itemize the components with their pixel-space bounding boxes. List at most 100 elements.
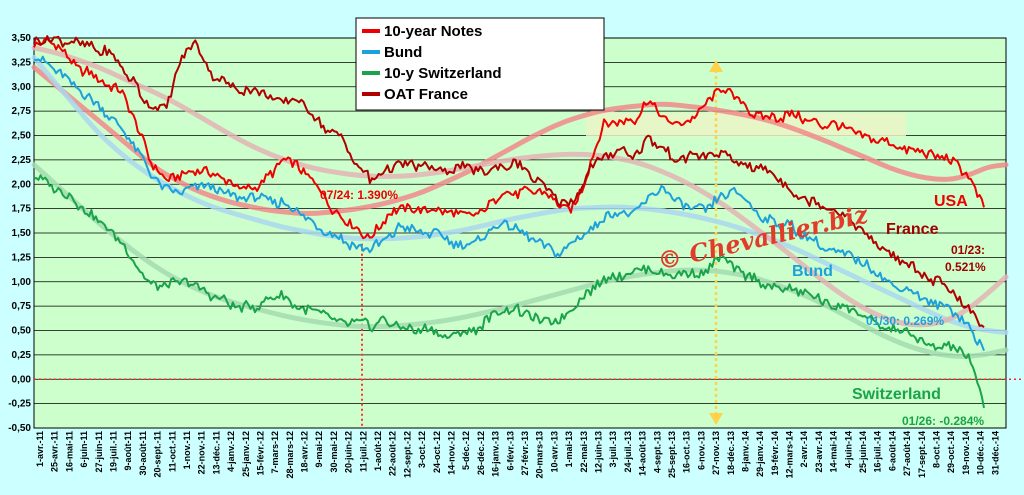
series-oat-france — [33, 35, 985, 328]
x-tick-label: 22-août-12 — [388, 431, 398, 476]
y-tick-label: 3,00 — [12, 82, 32, 93]
x-tick-label: 27-nov.-13 — [711, 431, 721, 475]
x-tick-label: 16-juil.-14 — [873, 431, 883, 473]
x-tick-label: 16-janv.-13 — [491, 431, 501, 477]
x-tick-label: 24-juil.-13 — [623, 431, 633, 473]
france-last-value: 0.521% — [945, 260, 986, 274]
x-tick-label: 6-févr.-13 — [505, 431, 515, 471]
x-tick-label: 5-déc.-12 — [461, 431, 471, 470]
x-tick-label: 25-sept.-13 — [667, 431, 677, 478]
x-tick-label: 30-mai-12 — [329, 431, 339, 473]
x-tick-label: 10-avr.-13 — [549, 431, 559, 473]
x-tick-label: 20-sept.-11 — [153, 431, 163, 478]
bund-label: Bund — [792, 263, 833, 280]
x-tick-label: 6-juin-11 — [79, 431, 89, 468]
y-tick-label: -0,50 — [8, 423, 31, 434]
x-tick-label: 17-sept.-14 — [917, 431, 927, 478]
x-tick-label: 25-juin-14 — [858, 431, 868, 473]
x-tick-label: 9-mai-12 — [314, 431, 324, 468]
series-bund — [33, 55, 985, 352]
x-tick-label: 1-nov.-11 — [182, 431, 192, 469]
x-tick-label: 19-juil.-11 — [108, 431, 118, 472]
x-tick-label: 27-févr.-13 — [520, 431, 530, 476]
peak-arrow-down — [709, 413, 723, 425]
x-tick-label: 12-sept.-12 — [402, 431, 412, 478]
x-tick-label: 3-juil.-13 — [608, 431, 618, 468]
x-tick-label: 12-juin-13 — [593, 431, 603, 473]
x-tick-label: 19-nov.-14 — [961, 431, 971, 475]
y-tick-label: 0,75 — [12, 301, 32, 312]
legend-label-10-year-notes: 10-year Notes — [384, 23, 482, 40]
x-tick-label: 16-mai-11 — [64, 431, 74, 472]
legend: 10-year Notes Bund 10-y Switzerland OAT Fra… — [355, 17, 605, 111]
x-tick-label: 18-déc.-13 — [726, 431, 736, 475]
x-tick-label: 29-janv.-14 — [755, 431, 765, 477]
x-tick-label: 28-mars-12 — [285, 431, 295, 479]
x-tick-label: 14-août-13 — [638, 431, 648, 476]
series-10-year-notes — [33, 37, 985, 240]
x-tick-label: 20-juin-12 — [344, 431, 354, 473]
y-tick-label: 1,00 — [12, 277, 32, 288]
trend-bund — [31, 55, 1009, 335]
x-tick-label: 20-mars-13 — [535, 431, 545, 479]
y-tick-label: 3,25 — [12, 57, 32, 68]
x-tick-label: 9-août-11 — [123, 431, 133, 471]
x-tick-label: 10-déc.-14 — [976, 431, 986, 475]
x-tick-label: 12-mars-14 — [785, 431, 795, 479]
y-tick-label: 2,25 — [12, 155, 32, 166]
trend-curves — [31, 45, 1009, 359]
x-tick-label: 27-juin-11 — [94, 431, 104, 473]
x-tick-label: 11-juil.-12 — [358, 431, 368, 472]
legend-label-bund: Bund — [384, 44, 422, 61]
y-tick-label: 2,50 — [12, 131, 32, 142]
x-tick-label: 14-mai-14 — [829, 431, 839, 473]
y-tick-label: 1,50 — [12, 228, 32, 239]
x-tick-label: 26-déc.-12 — [476, 431, 486, 475]
x-tick-label: 8-janv.-14 — [740, 431, 750, 472]
x-tick-label: 23-avr.-14 — [814, 431, 824, 473]
x-tick-label: 4-juin-14 — [843, 431, 853, 468]
x-tick-label: 22-nov.-11 — [197, 431, 207, 474]
x-tick-label: 8-oct.-14 — [932, 431, 942, 468]
usa-label: USA — [934, 193, 968, 210]
x-tick-label: 27-août-14 — [902, 431, 912, 476]
x-tick-label: 6-nov.-13 — [696, 431, 706, 470]
y-tick-label: 0,00 — [12, 374, 32, 385]
x-tick-label: 15-févr.-12 — [255, 431, 265, 476]
y-tick-label: 0,25 — [12, 350, 32, 361]
x-tick-label: 6-août-14 — [887, 431, 897, 471]
y-tick-label: 0,50 — [12, 326, 32, 337]
legend-label-oat-france: OAT France — [384, 86, 468, 103]
x-tick-label: 3-oct.-12 — [417, 431, 427, 468]
x-tick-label: 24-oct.-12 — [432, 431, 442, 473]
x-tick-label: 14-nov.-12 — [447, 431, 457, 475]
x-tick-label: 30-août-11 — [138, 431, 148, 476]
trend-10-y-switzerland — [31, 162, 1009, 359]
trend-oat-france — [31, 45, 1009, 328]
y-tick-label: 1,75 — [12, 204, 32, 215]
series-10-y-switzerland — [33, 174, 985, 409]
legend-box — [355, 17, 605, 111]
y-tick-label: -0,25 — [8, 399, 31, 410]
x-tick-label: 16-oct.-13 — [682, 431, 692, 473]
x-tick-label: 7-mars-12 — [270, 431, 280, 474]
x-tick-label: 2-avr.-14 — [799, 431, 809, 468]
legend-label-10-y-switzerland: 10-y Switzerland — [384, 65, 502, 82]
trend-10-year-notes — [31, 64, 1009, 217]
x-tick-label: 11-oct.-11 — [167, 431, 177, 472]
x-axis-ticks: 1-avr.-11 25-avr.-11 16-mai-11 6-juin-11 27-… — [35, 431, 1000, 479]
x-tick-label: 19-févr.-14 — [770, 431, 780, 476]
switzerland-label: Switzerland — [852, 386, 941, 403]
france-label: France — [886, 221, 939, 238]
peak-arrow-up — [709, 60, 723, 72]
y-tick-label: 1,25 — [12, 252, 32, 263]
x-tick-label: 1-mai-13 — [564, 431, 574, 468]
france-last-date: 01/23: — [951, 243, 985, 257]
x-tick-label: 18-avr.-12 — [300, 431, 310, 473]
y-tick-label: 2,75 — [12, 106, 32, 117]
x-tick-label: 1-août-12 — [373, 431, 383, 471]
us-low-label: 07/24: 1.390% — [320, 188, 398, 202]
y-axis-ticks: 3,50 3,25 3,00 2,75 2,50 2,25 2,00 1,75 1,50 1,25… — [8, 33, 31, 434]
x-tick-label: 4-sept.-13 — [652, 431, 662, 473]
